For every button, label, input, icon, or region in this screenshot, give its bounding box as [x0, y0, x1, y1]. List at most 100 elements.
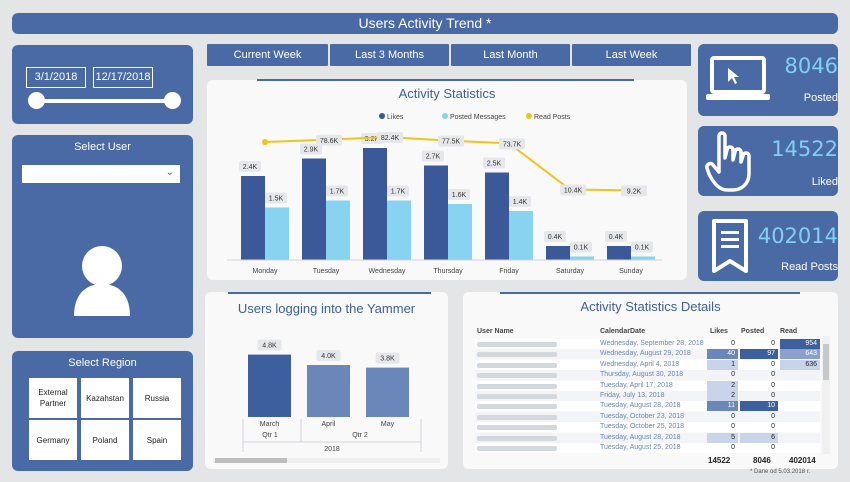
table-row[interactable]: Tuesday, August 28, 2018 5 6	[475, 432, 820, 443]
likes-label-bg-monday	[239, 161, 261, 172]
select-user-title: Select User	[74, 141, 131, 153]
col-header-user-name[interactable]: User Name	[477, 328, 514, 335]
cell-likes: 0	[731, 371, 735, 379]
x-tick-march: March	[260, 421, 280, 428]
likes-data-label-sunday: 0.4K	[609, 234, 624, 241]
posted-bar-friday	[509, 211, 533, 260]
cell-likes: 0	[731, 412, 735, 420]
table-row[interactable]: Friday, July 13, 2018 2 0	[475, 391, 820, 401]
yammer-logins-title: Users logging into the Yammer	[237, 301, 416, 316]
cell-posted: 0	[771, 444, 775, 451]
kpi-card-liked	[698, 126, 838, 196]
logins-data-label-april: 4.0K	[321, 353, 336, 360]
user-name-blurred	[477, 394, 557, 399]
table-row[interactable]: Tuesday, October 25, 2018 0 0	[475, 422, 820, 433]
last-month-button[interactable]: Last Month	[451, 44, 570, 66]
read-data-label-sunday: 9.2K	[627, 188, 642, 195]
user-avatar-icon	[74, 246, 130, 316]
table-row[interactable]: Tuesday, April 17, 2018 2 0	[475, 380, 820, 391]
region-button-kazahstan[interactable]: Kazahstan	[81, 378, 129, 418]
table-row[interactable]: Wednesday, August 29, 2018 40 97 643	[475, 349, 820, 360]
total-posted: 8046	[753, 456, 771, 465]
user-name-blurred	[477, 352, 557, 358]
table-row[interactable]: Tuesday, August 25, 2018 0 0	[475, 443, 820, 453]
select-user-dropdown[interactable]: ⌄	[22, 165, 180, 183]
col-header-likes[interactable]: Likes	[710, 328, 728, 335]
document-icon	[712, 219, 748, 273]
total-read: 402014	[789, 456, 816, 465]
read-label-bg-sunday	[621, 185, 647, 197]
likes-data-label-tuesday: 2.9K	[304, 147, 319, 154]
region-button-poland[interactable]: Poland	[81, 420, 129, 460]
likes-label-bg-tuesday	[300, 143, 322, 155]
read-label-bg-wednesday	[377, 132, 403, 143]
legend-marker-posted-messages	[442, 113, 448, 119]
total-likes: 14522	[708, 456, 731, 465]
legend-label-read-posts: Read Posts	[534, 114, 571, 121]
cell-posted: 0	[771, 392, 775, 399]
cell-posted: 0	[771, 412, 775, 420]
read-data-label-tuesday: 78.6K	[320, 138, 339, 145]
posted-label-bg-saturday	[570, 241, 592, 253]
date-slider-track[interactable]	[36, 99, 174, 103]
posted-bar-tuesday	[326, 200, 350, 260]
cell-date: Tuesday, August 28, 2018	[600, 433, 681, 441]
user-name-blurred	[477, 404, 557, 410]
cell-likes: 40	[707, 349, 738, 360]
col-header-read[interactable]: Read	[780, 328, 798, 335]
cell-date: Tuesday, October 23, 2018	[600, 412, 685, 420]
region-button-germany[interactable]: Germany	[29, 420, 77, 460]
table-scroll-thumb[interactable]	[823, 344, 829, 380]
kpi-posted-value: 8046	[784, 54, 838, 78]
table-row[interactable]: Tuesday, October 23, 2018 0 0	[475, 411, 820, 422]
table-row[interactable]: Wednesday, April 4, 2018 1 0 636	[475, 359, 820, 370]
cell-date: Friday, July 13, 2018	[600, 392, 665, 399]
user-name-blurred	[477, 383, 557, 389]
x-tick-april: April	[321, 421, 335, 428]
likes-data-label-monday: 2.4K	[243, 164, 258, 171]
last-week-button[interactable]: Last Week	[572, 44, 691, 66]
read-label-bg-thursday	[438, 135, 464, 147]
x-tick-may: May	[381, 421, 395, 428]
region-button-spain[interactable]: Spain	[133, 420, 181, 460]
date-slider-start-handle[interactable]	[28, 92, 45, 109]
start-date-input[interactable]: 3/1/2018	[26, 67, 86, 88]
current-week-button[interactable]: Current Week	[207, 44, 328, 66]
region-button-external-partner[interactable]: External Partner	[29, 378, 77, 418]
posted-label-bg-thursday	[448, 189, 470, 200]
activity-statistics-accent	[257, 79, 634, 81]
read-label-bg-tuesday	[316, 134, 342, 146]
posted-data-label-sunday: 0.1K	[635, 245, 650, 252]
likes-data-label-wednesday: 3.2K	[365, 136, 380, 143]
likes-bar-monday	[241, 176, 265, 260]
end-date-input[interactable]: 12/17/2018	[93, 67, 153, 88]
user-name-blurred	[477, 425, 557, 431]
region-button-russia[interactable]: Russia	[133, 378, 181, 418]
posted-bar-thursday	[448, 204, 472, 260]
likes-bar-sunday	[607, 246, 631, 260]
legend-marker-read-posts	[526, 113, 532, 119]
cell-posted: 0	[771, 423, 775, 431]
chevron-down-icon: ⌄	[165, 167, 174, 178]
kpi-read-label: Read Posts	[781, 261, 838, 273]
cell-date: Wednesday, April 4, 2018	[600, 360, 680, 368]
x-tick-monday: Monday	[253, 268, 278, 275]
likes-label-bg-thursday	[422, 150, 444, 162]
table-row[interactable]: Tuesday, August 28, 2018 11 10	[475, 401, 820, 412]
likes-label-bg-saturday	[544, 231, 566, 242]
details-accent	[500, 292, 800, 294]
x-tick-friday: Friday	[499, 268, 519, 275]
last-3-months-button[interactable]: Last 3 Months	[330, 44, 449, 66]
cell-posted: 6	[740, 432, 778, 443]
date-slider-end-handle[interactable]	[164, 92, 181, 109]
legend-marker-likes	[379, 113, 385, 119]
table-scrollbar[interactable]	[822, 336, 830, 454]
col-header-posted[interactable]: Posted	[741, 328, 765, 335]
table-row[interactable]: Wednesday, September 28, 2018 0 0 954	[475, 339, 820, 349]
likes-bar-tuesday	[302, 158, 326, 260]
col-header-calendar-date[interactable]: CalendarDate	[600, 328, 646, 335]
quarter-label-qtr-2: Qtr 2	[352, 432, 368, 439]
cell-date: Wednesday, August 29, 2018	[600, 350, 691, 358]
kpi-liked-label: Liked	[811, 176, 838, 188]
table-row[interactable]: Thursday, August 30, 2018 0 0	[475, 370, 820, 381]
